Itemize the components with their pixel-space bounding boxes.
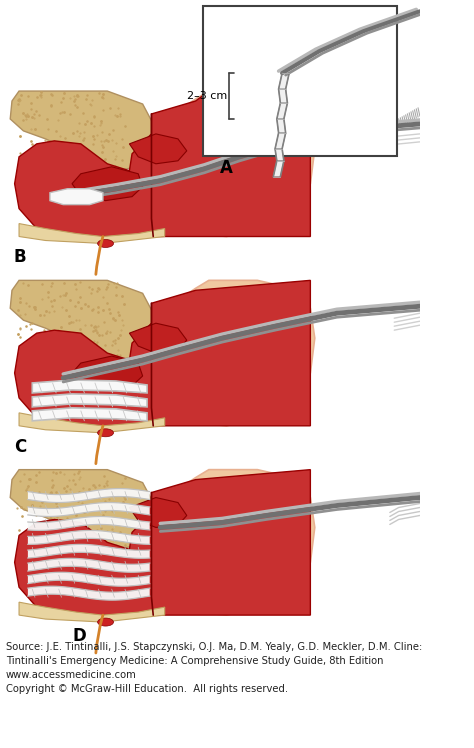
Polygon shape bbox=[129, 134, 187, 164]
Polygon shape bbox=[32, 380, 147, 393]
Polygon shape bbox=[150, 91, 315, 236]
Polygon shape bbox=[50, 188, 103, 205]
Polygon shape bbox=[277, 103, 287, 119]
Text: D: D bbox=[72, 627, 86, 645]
Text: B: B bbox=[14, 248, 27, 266]
Polygon shape bbox=[10, 470, 156, 549]
Polygon shape bbox=[19, 602, 164, 622]
Polygon shape bbox=[32, 394, 147, 407]
Polygon shape bbox=[129, 497, 187, 527]
Polygon shape bbox=[279, 73, 289, 89]
Text: Source: J.E. Tintinalli, J.S. Stapczynski, O.J. Ma, D.M. Yealy, G.D. Meckler, D.: Source: J.E. Tintinalli, J.S. Stapczynsk… bbox=[6, 642, 422, 694]
Polygon shape bbox=[275, 133, 286, 149]
Polygon shape bbox=[129, 323, 187, 353]
Polygon shape bbox=[10, 91, 156, 171]
Polygon shape bbox=[72, 167, 143, 200]
Polygon shape bbox=[150, 470, 315, 615]
Polygon shape bbox=[19, 413, 164, 433]
Polygon shape bbox=[15, 91, 310, 236]
Ellipse shape bbox=[98, 429, 113, 437]
Text: A: A bbox=[220, 159, 233, 177]
Bar bbox=[203, 7, 397, 156]
Polygon shape bbox=[279, 89, 287, 103]
Polygon shape bbox=[72, 356, 143, 390]
Polygon shape bbox=[32, 408, 147, 421]
Polygon shape bbox=[10, 280, 156, 360]
Polygon shape bbox=[15, 280, 310, 426]
Ellipse shape bbox=[98, 618, 113, 626]
Polygon shape bbox=[19, 224, 164, 244]
Text: 2–3 cm: 2–3 cm bbox=[187, 91, 228, 101]
Polygon shape bbox=[150, 280, 315, 426]
Polygon shape bbox=[277, 119, 286, 133]
Text: C: C bbox=[14, 438, 26, 456]
Polygon shape bbox=[15, 470, 310, 615]
Ellipse shape bbox=[98, 239, 113, 248]
Polygon shape bbox=[273, 161, 284, 177]
Polygon shape bbox=[275, 149, 284, 161]
